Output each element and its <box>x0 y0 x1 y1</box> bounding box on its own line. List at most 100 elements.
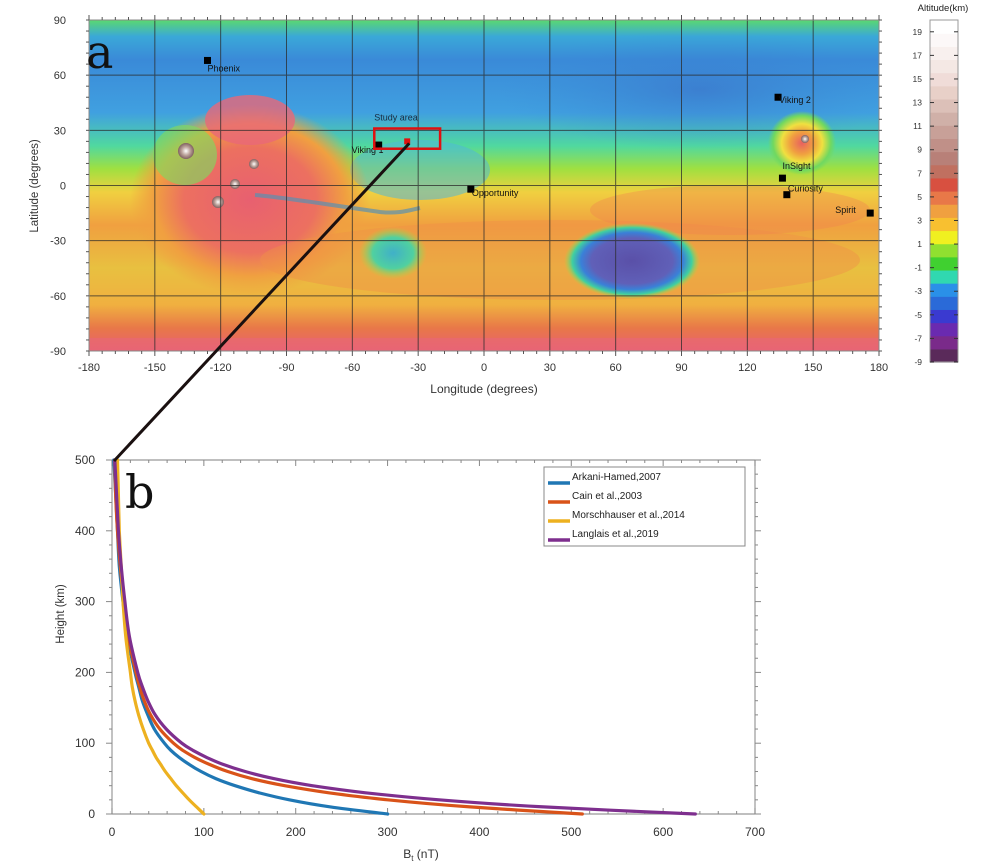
altitude-colorbar <box>929 19 959 363</box>
legend-item: Morschhauser et al.,2014 <box>548 510 685 523</box>
colorbar-swatch <box>930 309 958 324</box>
profile-y-tick-label: 200 <box>75 665 95 679</box>
profile-x-tick-label: 600 <box>653 825 673 839</box>
site-label: Spirit <box>835 205 856 215</box>
colorbar-swatch <box>930 138 958 153</box>
colorbar-tick-label: 17 <box>913 50 923 60</box>
site-label: Curiosity <box>788 184 824 194</box>
colorbar-swatch <box>930 283 958 297</box>
map-y-tick-label: 30 <box>54 125 66 137</box>
colorbar-tick-label: -5 <box>914 310 922 320</box>
profile-x-tick-label: 400 <box>469 825 489 839</box>
map-y-tick-label: 90 <box>54 15 66 27</box>
map-x-tick-label: 120 <box>738 362 756 374</box>
study-area-label: Study area <box>374 112 418 122</box>
map-y-axis-label: Latitude (degrees) <box>29 139 41 233</box>
colorbar-swatch <box>930 177 958 192</box>
panel-label-b: b <box>125 465 154 519</box>
landing-site-spirit[interactable]: Spirit <box>835 205 874 217</box>
profile-y-tick-label: 0 <box>88 807 95 821</box>
site-label: Phoenix <box>208 63 241 73</box>
colorbar-swatch <box>930 72 958 87</box>
colorbar-swatch <box>930 256 958 271</box>
colorbar-swatch <box>930 269 958 284</box>
colorbar-swatch <box>930 98 958 113</box>
legend-item: Cain et al.,2003 <box>548 491 642 504</box>
colorbar-tick-label: -9 <box>914 357 922 367</box>
map-x-tick-label: -60 <box>344 362 360 374</box>
colorbar-tick-label: 11 <box>913 121 922 131</box>
site-marker <box>778 174 786 182</box>
series-line-langlais-et-al-2019 <box>113 458 697 816</box>
site-label: Viking 1 <box>352 145 384 155</box>
landing-site-phoenix[interactable]: Phoenix <box>204 56 241 74</box>
profile-y-tick-label: 400 <box>75 524 95 538</box>
panel-label-a: a <box>86 25 113 79</box>
colorbar-swatch <box>930 335 958 350</box>
site-label: Viking 2 <box>779 95 811 105</box>
profile-x-tick-label: 0 <box>109 825 116 839</box>
site-marker <box>467 185 475 193</box>
landing-site-curiosity[interactable]: Curiosity <box>783 184 823 199</box>
colorbar-swatch <box>930 230 958 245</box>
colorbar-tick-label: 15 <box>913 74 923 84</box>
map-x-tick-label: -150 <box>144 362 166 374</box>
map-x-tick-labels: -180 -150 -120 -90 -60 -30 0 30 60 90 120 150 180 <box>78 362 888 374</box>
site-label: Opportunity <box>472 188 519 198</box>
map-x-axis-label: Longitude (degrees) <box>430 382 537 396</box>
profile-x-axis-label: Bt (nT) <box>403 847 439 863</box>
profile-series-lines <box>112 458 697 816</box>
site-marker <box>783 191 791 199</box>
series-line-arkani-hamed-2007 <box>112 458 390 816</box>
colorbar-swatch <box>930 85 958 100</box>
map-y-tick-label: 60 <box>54 70 66 82</box>
colorbar-swatch <box>930 191 958 205</box>
colorbar-tick-label: 13 <box>913 98 923 108</box>
profile-x-tick-label: 300 <box>378 825 398 839</box>
site-label: InSight <box>782 161 811 171</box>
colorbar-swatch <box>930 164 958 179</box>
legend-box <box>543 466 746 547</box>
colorbar-tick-label: 1 <box>917 239 922 249</box>
field-height-profile-panel: 0 100 200 300 400 500 600 700 0100200300400500 … <box>0 428 830 868</box>
colorbar-title: Altitude(km) <box>918 3 969 14</box>
colorbar-swatch <box>930 20 958 34</box>
colorbar-tick-label: 3 <box>917 215 922 225</box>
legend-label: Cain et al.,2003 <box>572 491 642 502</box>
profile-y-tick-label: 300 <box>75 595 95 609</box>
colorbar-tick-label: -3 <box>914 286 922 296</box>
landing-site-viking-2[interactable]: Viking 2 <box>774 93 811 106</box>
colorbar-tick-label: 9 <box>917 145 922 155</box>
map-y-tick-label: -90 <box>50 346 66 358</box>
legend-label: Langlais et al.,2019 <box>572 529 659 540</box>
profile-x-tick-label: 200 <box>286 825 306 839</box>
map-x-tick-label: -30 <box>410 362 426 374</box>
colorbar-swatch <box>930 348 958 363</box>
legend-item: Arkani-Hamed,2007 <box>548 472 661 485</box>
olympus-mons <box>178 143 194 159</box>
colorbar-tick-label: 19 <box>913 27 923 37</box>
legend-item: Langlais et al.,2019 <box>548 529 659 542</box>
colorbar-swatch <box>930 112 958 126</box>
site-marker <box>866 209 874 217</box>
map-y-tick-label: 0 <box>60 181 66 193</box>
profile-x-tick-labels: 0 100 200 300 400 500 600 700 <box>109 825 766 839</box>
map-y-tick-label: -60 <box>50 291 66 303</box>
colorbar-swatch <box>930 322 958 337</box>
landing-site-insight[interactable]: InSight <box>778 161 811 182</box>
map-x-tick-label: 0 <box>481 362 487 374</box>
map-x-tick-label: -180 <box>78 362 100 374</box>
map-x-tick-label: 60 <box>610 362 622 374</box>
map-axes <box>86 15 882 356</box>
colorbar-swatch <box>930 217 958 232</box>
profile-y-tick-label: 500 <box>75 453 95 467</box>
colorbar-tick-labels: 19 17 15 13 11 9 7 5 3 1 -1 -3 -5 -7 -9 <box>913 27 958 367</box>
map-y-tick-label: -30 <box>50 236 66 248</box>
profile-y-tick-labels: 0 100 200 300 400 500 <box>75 453 95 821</box>
colorbar-swatch <box>930 151 958 166</box>
colorbar-swatch <box>930 46 958 61</box>
colorbar-tick-label: -1 <box>914 263 922 273</box>
landing-site-opportunity[interactable]: Opportunity <box>467 185 519 199</box>
mars-topography-map-panel: -180 -150 -120 -90 -60 -30 0 30 60 90 120 150 180 90… <box>29 3 969 396</box>
profile-legend: Arkani-Hamed,2007 Cain et al.,2003 Morschh… <box>543 466 746 547</box>
